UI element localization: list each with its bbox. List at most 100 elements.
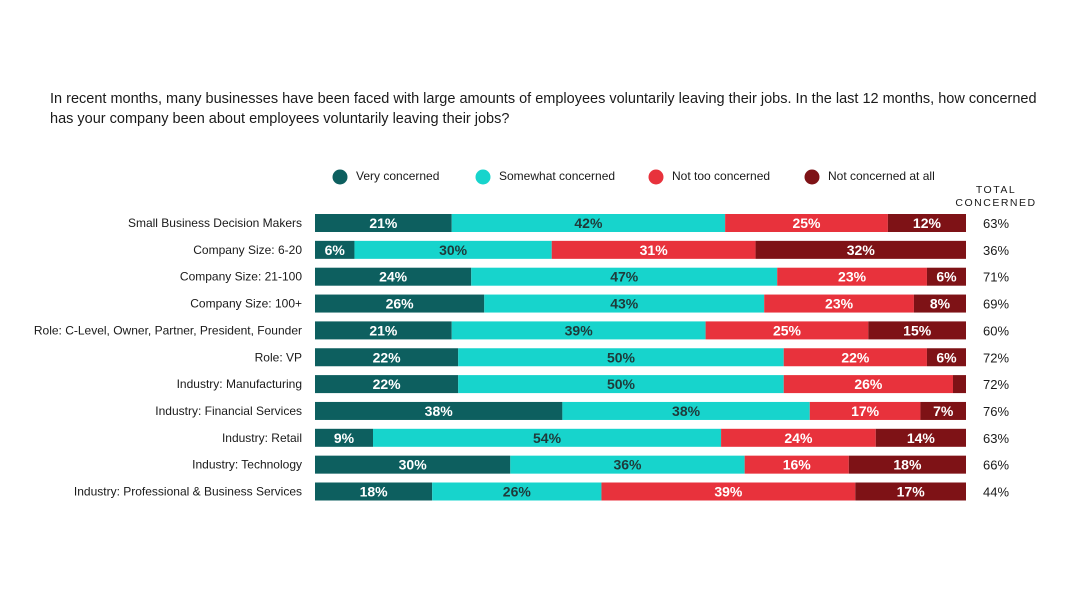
data-label-somewhat: 26%: [503, 484, 532, 500]
bar-segment-somewhat: [458, 348, 784, 367]
bar-segment-very: [315, 428, 374, 447]
data-label-somewhat: 50%: [607, 349, 636, 365]
category-label: Industry: Retail: [222, 431, 302, 445]
data-label-not_at_all: 15%: [903, 322, 932, 338]
bar-segment-not_at_all: [920, 401, 966, 420]
data-label-very: 22%: [373, 349, 402, 365]
category-label: Role: VP: [255, 350, 302, 364]
chart-row: Industry: Retail 9% 54% 24% 14% 63%: [222, 428, 1009, 447]
category-label: Role: C-Level, Owner, Partner, President…: [34, 323, 302, 337]
bar-segment-not_at_all: [868, 321, 966, 340]
total-concerned-value: 63%: [983, 216, 1009, 231]
category-label: Industry: Technology: [192, 458, 302, 472]
bar-segment-not_at_all: [952, 375, 966, 394]
bar-segment-somewhat: [562, 401, 810, 420]
data-label-not_too: 23%: [825, 296, 854, 312]
data-label-not_too: 22%: [841, 349, 870, 365]
data-label-not_too: 25%: [773, 322, 802, 338]
bar-segment-not_at_all: [755, 240, 966, 259]
data-label-not_too: 26%: [854, 376, 883, 392]
bar-segment-very: [315, 482, 433, 501]
data-label-somewhat: 30%: [439, 242, 468, 258]
category-label: Industry: Financial Services: [155, 404, 302, 418]
bar-segment-very: [315, 321, 452, 340]
data-label-very: 9%: [334, 430, 355, 446]
bar-segment-not_too: [777, 267, 927, 286]
data-label-very: 26%: [386, 296, 415, 312]
bar-segment-very: [315, 455, 511, 474]
chart-row: Role: C-Level, Owner, Partner, President…: [34, 321, 1009, 340]
legend-label-very: Very concerned: [356, 169, 439, 183]
total-concerned-value: 60%: [983, 323, 1009, 338]
bar-segment-somewhat: [458, 375, 784, 394]
data-label-not_at_all: 6%: [936, 349, 957, 365]
category-label: Industry: Manufacturing: [177, 377, 302, 391]
total-concerned-value: 66%: [983, 458, 1009, 473]
chart-row: Role: VP 22% 50% 22% 6% 72%: [255, 348, 1009, 367]
legend-swatch-very: [332, 169, 348, 185]
bar-segment-not_too: [551, 240, 756, 259]
total-concerned-value: 72%: [983, 350, 1009, 365]
chart-row: Company Size: 6-20 6% 30% 31% 32% 36%: [193, 240, 1009, 259]
bar-segment-somewhat: [432, 482, 602, 501]
bar-segment-very: [315, 375, 459, 394]
bar-segment-very: [315, 267, 472, 286]
legend-item-not_too: Not too concerned: [648, 169, 770, 185]
data-label-not_at_all: 8%: [930, 296, 951, 312]
bar-segment-somewhat: [510, 455, 745, 474]
data-label-very: 6%: [325, 242, 346, 258]
chart-row: Company Size: 21-100 24% 47% 23% 6% 71%: [180, 267, 1009, 286]
total-concerned-value: 36%: [983, 243, 1009, 258]
data-label-not_at_all: 6%: [936, 269, 957, 285]
category-label: Industry: Professional & Business Servic…: [74, 485, 302, 499]
data-label-somewhat: 54%: [533, 430, 562, 446]
bar-segment-very: [315, 348, 459, 367]
legend-label-not_too: Not too concerned: [672, 169, 770, 183]
legend-label-not_at_all: Not concerned at all: [828, 169, 935, 183]
chart-row: Small Business Decision Makers 21% 42% 25% 1…: [128, 214, 1009, 232]
bar-segment-somewhat: [471, 267, 778, 286]
legend-item-somewhat: Somewhat concerned: [475, 169, 615, 185]
data-label-very: 18%: [360, 484, 389, 500]
category-label: Company Size: 21-100: [180, 270, 302, 284]
question-text: In recent months, many businesses have b…: [50, 91, 1037, 127]
data-label-not_at_all: 32%: [847, 242, 876, 258]
bar-segment-very: [315, 294, 485, 313]
bar-segment-not_at_all: [875, 428, 966, 447]
data-label-very: 30%: [399, 457, 428, 473]
data-label-not_too: 24%: [784, 430, 813, 446]
data-label-not_too: 25%: [792, 215, 821, 231]
legend-label-somewhat: Somewhat concerned: [499, 169, 615, 183]
chart-rows: Small Business Decision Makers 21% 42% 25% 1…: [34, 214, 1009, 501]
data-label-not_too: 16%: [783, 457, 812, 473]
bar-segment-not_at_all: [926, 348, 966, 367]
bar-segment-somewhat: [484, 294, 765, 313]
data-label-somewhat: 47%: [610, 269, 639, 285]
bar-segment-not_too: [783, 375, 953, 394]
chart-row: Industry: Financial Services 38% 38% 17% 7% 7…: [155, 401, 1009, 420]
legend-swatch-not_too: [648, 169, 664, 185]
data-label-not_at_all: 17%: [897, 484, 926, 500]
total-concerned-value: 63%: [983, 431, 1009, 446]
bar-segment-very: [315, 401, 563, 420]
bar-segment-not_too: [809, 401, 921, 420]
data-label-very: 38%: [425, 403, 454, 419]
data-label-very: 24%: [379, 269, 408, 285]
data-label-not_at_all: 12%: [913, 215, 942, 231]
bar-segment-not_too: [601, 482, 856, 501]
data-label-somewhat: 50%: [607, 376, 636, 392]
total-header-line1: TOTAL: [976, 184, 1016, 196]
chart-row: Company Size: 100+ 26% 43% 23% 8% 69%: [190, 294, 1009, 313]
chart-row: Industry: Manufacturing 22% 50% 26% 72%: [177, 375, 1009, 394]
bar-segment-very: [315, 214, 452, 232]
bar-segment-somewhat: [354, 240, 552, 259]
data-label-not_too: 31%: [640, 242, 669, 258]
chart-row: Industry: Technology 30% 36% 16% 18% 66%: [192, 455, 1009, 474]
total-concerned-value: 71%: [983, 270, 1009, 285]
data-label-very: 21%: [369, 215, 398, 231]
data-label-somewhat: 43%: [610, 296, 639, 312]
bar-segment-not_at_all: [926, 267, 966, 286]
bar-segment-not_at_all: [887, 214, 966, 232]
bar-segment-not_too: [783, 348, 927, 367]
